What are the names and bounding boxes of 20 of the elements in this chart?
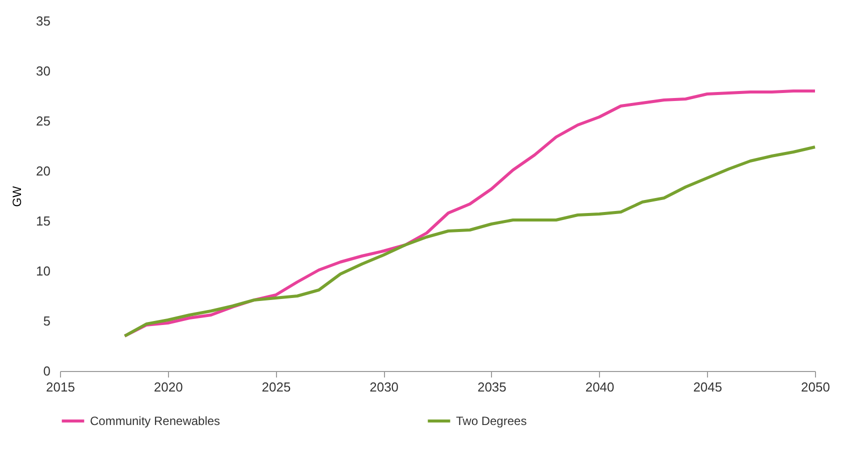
- y-tick-label: 30: [36, 64, 50, 78]
- y-tick-label: 5: [43, 314, 50, 328]
- y-tick-label: 15: [36, 214, 50, 228]
- x-tick-label: 2035: [477, 380, 506, 394]
- legend-label: Community Renewables: [90, 414, 220, 428]
- x-tick-label: 2045: [693, 380, 722, 394]
- y-axis-title: GW: [10, 186, 24, 207]
- x-tick-label: 2050: [801, 380, 830, 394]
- x-tick-label: 2020: [154, 380, 183, 394]
- y-tick-label: 10: [36, 264, 50, 278]
- x-tick-label: 2040: [585, 380, 614, 394]
- legend-label: Two Degrees: [456, 414, 527, 428]
- y-tick-label: 20: [36, 164, 50, 178]
- x-tick-label: 2015: [46, 380, 75, 394]
- y-tick-label: 25: [36, 114, 50, 128]
- x-tick-label: 2030: [370, 380, 399, 394]
- y-tick-label: 0: [43, 364, 50, 378]
- line-series: [123, 146, 816, 338]
- x-tick-label: 2025: [262, 380, 291, 394]
- y-tick-label: 35: [36, 14, 50, 28]
